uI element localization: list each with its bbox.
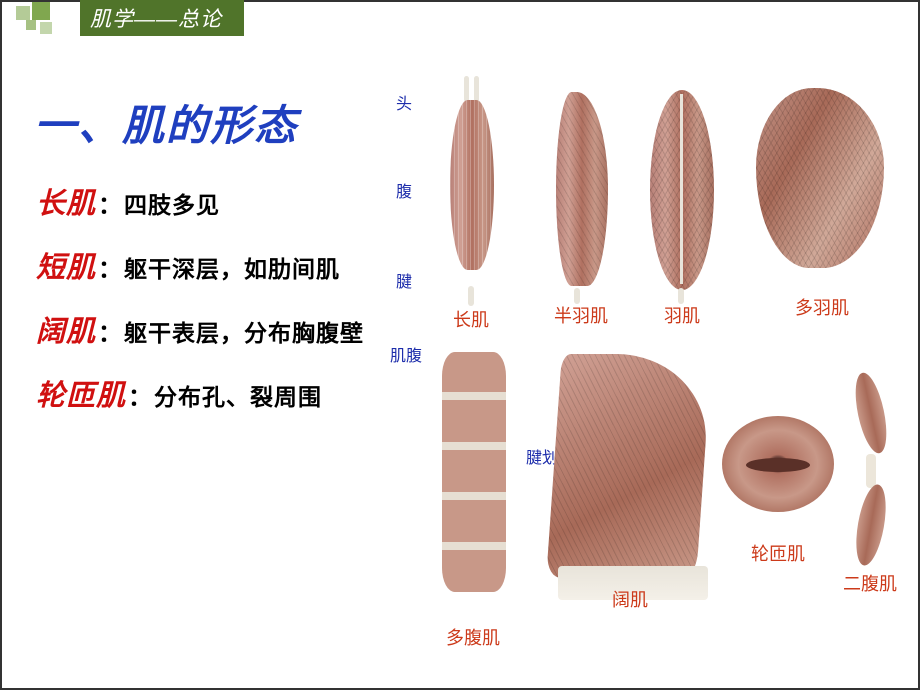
- tendon-icon: [474, 76, 479, 102]
- header-decoration-icon: [12, 2, 72, 38]
- caption: 多腹肌: [446, 624, 500, 650]
- figure-half-pennate: 半羽肌: [550, 84, 612, 300]
- figure-orbicular: 轮匝肌: [722, 388, 834, 588]
- list-item: 短肌 ： 躯干深层，如肋间肌: [36, 244, 364, 286]
- term-long-muscle: 长肌: [36, 180, 96, 222]
- caption: 二腹肌: [843, 570, 897, 596]
- desc: 躯干表层，分布胸腹壁: [124, 314, 364, 348]
- figure-long-muscle: 长肌: [428, 78, 514, 304]
- caption: 轮匝肌: [751, 540, 805, 566]
- muscle-body-icon: [442, 352, 506, 592]
- colon: ：: [98, 185, 122, 220]
- header-title: 肌学——总论: [90, 3, 222, 33]
- caption: 多羽肌: [795, 294, 849, 320]
- label-belly: 腹: [396, 178, 412, 202]
- caption: 羽肌: [664, 302, 700, 328]
- muscle-belly-icon: [851, 482, 891, 567]
- label-tendon: 腱: [396, 268, 412, 292]
- caption: 阔肌: [612, 586, 648, 612]
- muscle-body-icon: [756, 88, 884, 268]
- header-title-wrap: 肌学——总论: [80, 0, 244, 36]
- colon: ：: [98, 313, 122, 348]
- muscle-belly-icon: [850, 370, 892, 456]
- list-item: 长肌 ： 四肢多见: [36, 180, 364, 222]
- desc: 分布孔、裂周围: [154, 378, 322, 412]
- midrib-icon: [680, 94, 683, 284]
- desc: 躯干深层，如肋间肌: [124, 250, 340, 284]
- colon: ：: [128, 377, 152, 412]
- desc: 四肢多见: [124, 186, 220, 220]
- muscle-body-icon: [546, 354, 712, 578]
- list-item: 阔肌 ： 躯干表层，分布胸腹壁: [36, 308, 364, 350]
- caption: 长肌: [453, 306, 489, 332]
- figure-multipennate: 多羽肌: [752, 88, 892, 292]
- term-orbicular-muscle: 轮匝肌: [36, 372, 126, 414]
- figure-pennate: 羽肌: [638, 84, 726, 300]
- muscle-body-icon: [450, 100, 494, 270]
- tendon-icon: [866, 454, 876, 488]
- term-broad-muscle: 阔肌: [36, 308, 96, 350]
- colon: ：: [98, 249, 122, 284]
- label-head: 头: [396, 90, 412, 114]
- figure-polybelly: 多腹肌: [418, 342, 528, 622]
- list-item: 轮匝肌 ： 分布孔、裂周围: [36, 372, 364, 414]
- term-short-muscle: 短肌: [36, 244, 96, 286]
- section-title: 一、肌的形态: [34, 92, 298, 153]
- muscle-diagram: 头 腹 腱 长肌 半羽肌 羽肌 多羽肌 肌腹 腱划 多腹肌 阔肌: [400, 78, 902, 638]
- caption: 半羽肌: [554, 302, 608, 328]
- tendon-icon: [464, 76, 469, 102]
- definition-list: 长肌 ： 四肢多见 短肌 ： 躯干深层，如肋间肌 阔肌 ： 躯干表层，分布胸腹壁…: [36, 180, 364, 436]
- tendon-icon: [468, 286, 474, 306]
- muscle-body-icon: [556, 92, 608, 286]
- figure-broad: 阔肌: [550, 354, 710, 604]
- orifice-icon: [746, 458, 810, 472]
- figure-digastric: 二腹肌: [842, 364, 898, 592]
- header-bar: 肌学——总论: [0, 0, 920, 40]
